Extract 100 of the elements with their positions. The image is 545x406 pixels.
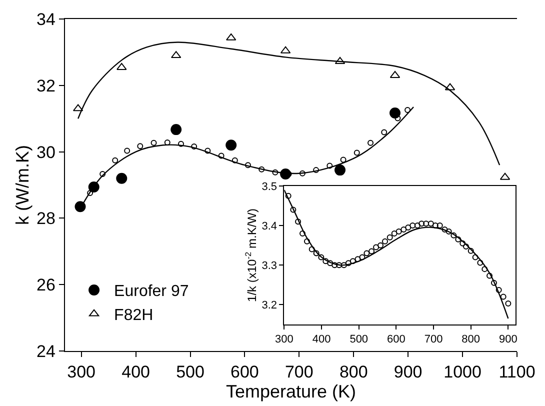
point (468, 248, 474, 254)
y-tick-label: 32 (36, 76, 56, 96)
point (450, 232, 457, 238)
point (87, 190, 94, 196)
x-tick-label: 900 (499, 334, 518, 346)
y-tick-label: 24 (36, 342, 56, 361)
point (300, 230, 306, 236)
point (232, 157, 238, 164)
point (295, 218, 302, 225)
x-tick-label: 400 (122, 362, 150, 382)
point (178, 140, 184, 147)
y-tick-label: 3.2 (262, 300, 278, 312)
point (204, 148, 211, 154)
point (100, 171, 106, 178)
point (164, 140, 170, 146)
y-tick-label: 26 (36, 276, 56, 295)
point (364, 250, 370, 256)
x-tick-label: 700 (284, 362, 314, 382)
x-tick-label: 400 (312, 334, 331, 346)
point (423, 220, 430, 227)
point (327, 260, 334, 266)
point (477, 260, 484, 266)
point (500, 294, 506, 300)
point (386, 234, 393, 240)
x-tick-label: 1000 (444, 362, 482, 382)
legend-label: Eurofer 97 (114, 283, 189, 300)
x-tick-label: 700 (424, 334, 443, 346)
point (390, 107, 401, 118)
point (405, 224, 412, 231)
x-tick-label: 800 (462, 334, 480, 346)
x-tick-label: 900 (394, 362, 422, 382)
point (455, 236, 462, 242)
point (368, 248, 375, 254)
point (396, 228, 402, 234)
point (191, 143, 198, 150)
x-tick-label: 800 (339, 362, 368, 382)
y-tick-label: 28 (36, 209, 56, 228)
point (382, 238, 388, 244)
point (313, 250, 320, 256)
x-tick-label: 300 (67, 362, 96, 382)
y-tick-label: 3.5 (262, 180, 278, 193)
point (124, 148, 130, 154)
point (472, 254, 478, 260)
point (482, 266, 488, 272)
point (391, 230, 398, 236)
point (326, 162, 333, 169)
point (350, 258, 356, 264)
x-tick-label: 500 (176, 362, 204, 382)
point (313, 167, 320, 174)
x-tick-label: 500 (350, 334, 368, 346)
line-series (77, 42, 500, 166)
point (318, 254, 324, 260)
point (490, 280, 497, 286)
point (373, 244, 380, 250)
y-tick-label: 3.4 (262, 220, 278, 232)
point (463, 244, 469, 250)
legend-label: F82H (114, 307, 154, 324)
point (404, 106, 411, 113)
point (381, 129, 388, 136)
point (258, 166, 265, 172)
point (112, 157, 118, 164)
point (354, 150, 360, 156)
x-tick-label: 1100 (498, 362, 536, 382)
point (442, 226, 448, 233)
point (137, 143, 144, 150)
point (354, 256, 361, 262)
point (418, 220, 425, 227)
point (116, 172, 128, 184)
point (218, 152, 224, 159)
point (290, 206, 296, 213)
point (359, 254, 366, 260)
x-axis-title: Temperature (K) (226, 382, 356, 402)
point (308, 246, 315, 252)
point (332, 262, 338, 268)
x-tick-label: 600 (230, 362, 259, 382)
point (410, 222, 416, 229)
point (285, 192, 292, 199)
point (368, 140, 374, 146)
x-tick-label: 600 (387, 334, 406, 346)
y-axis-title: k (W/m.K) (12, 145, 33, 225)
point (334, 164, 346, 176)
point (414, 222, 420, 229)
point (436, 222, 443, 229)
point (340, 156, 346, 163)
point (272, 169, 278, 176)
point (170, 124, 182, 136)
point (486, 272, 493, 279)
point (150, 140, 157, 146)
y-tick-label: 34 (36, 10, 56, 29)
point (505, 300, 512, 306)
point (299, 170, 306, 176)
y-tick-label: 3.3 (262, 260, 278, 272)
point (74, 201, 86, 212)
point (226, 140, 237, 151)
point (116, 62, 127, 70)
point (400, 226, 407, 233)
point (345, 260, 352, 266)
point (446, 228, 452, 234)
point (496, 287, 502, 294)
point (460, 240, 466, 246)
